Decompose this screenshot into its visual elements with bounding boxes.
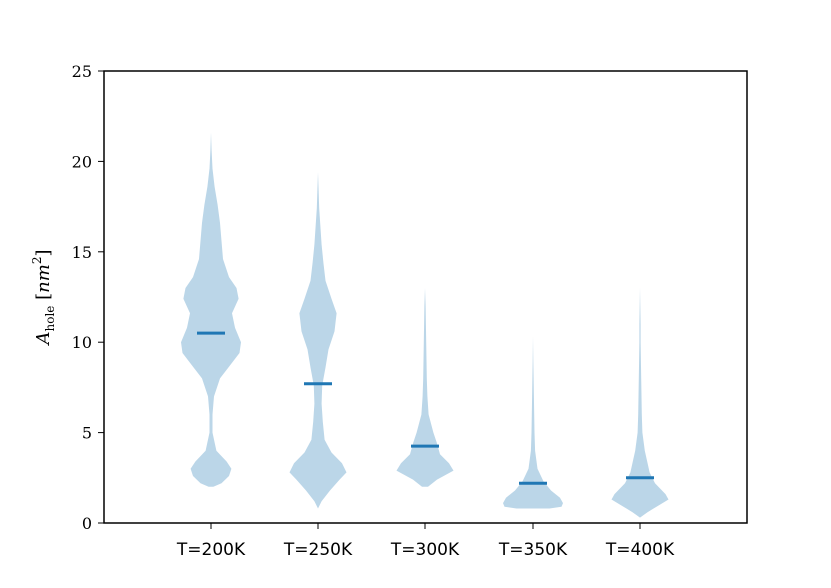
y-tick-label: 10 xyxy=(72,333,92,352)
y-axis: 0 5 10 15 20 25 xyxy=(72,62,104,533)
violin-body xyxy=(611,288,669,518)
median-markers xyxy=(197,331,654,485)
y-axis-label: Ahole [nm2] xyxy=(30,249,57,346)
x-category-label: T=250K xyxy=(283,540,353,560)
x-axis: T=200K T=250K T=300K T=350K T=400K xyxy=(176,523,675,560)
y-axis-label-symbol: A xyxy=(33,332,54,347)
violin-body xyxy=(396,288,454,487)
violin-body xyxy=(503,336,563,509)
y-axis-label-unit-exponent: 2 xyxy=(30,257,44,265)
violin-body xyxy=(289,172,347,509)
y-tick-label: 0 xyxy=(82,514,92,533)
y-axis-label-unit: nm xyxy=(33,264,54,293)
x-category-label: T=300K xyxy=(390,540,460,560)
x-category-label: T=350K xyxy=(498,540,568,560)
y-axis-label-unit-close: ] xyxy=(33,249,54,256)
y-tick-label: 15 xyxy=(72,243,92,262)
violin-series xyxy=(181,132,669,518)
y-tick-label: 25 xyxy=(72,62,92,81)
y-tick-label: 5 xyxy=(82,424,92,443)
x-category-label: T=400K xyxy=(605,540,675,560)
y-tick-label: 20 xyxy=(72,152,92,171)
x-category-label: T=200K xyxy=(176,540,246,560)
violin-body xyxy=(181,132,241,487)
y-axis-label-unit-open: [ xyxy=(33,293,54,300)
y-axis-label-subscript: hole xyxy=(43,306,57,332)
